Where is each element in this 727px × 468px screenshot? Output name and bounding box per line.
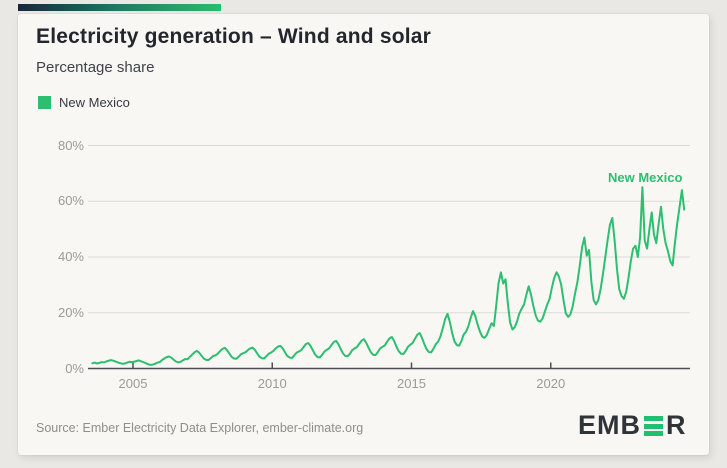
legend-label: New Mexico (59, 95, 130, 110)
page-title: Electricity generation – Wind and solar (36, 25, 432, 48)
series-line-new-mexico[interactable] (91, 186, 686, 366)
y-axis-tick-label: 80% (57, 137, 84, 153)
x-axis-tick-label: 2020 (536, 376, 566, 391)
y-axis-tick-label: 40% (57, 249, 84, 264)
y-axis-tick-label: 20% (57, 304, 84, 320)
ember-logo[interactable]: EMB R (578, 410, 687, 440)
logo-bar (644, 431, 663, 436)
logo-text-r: R (666, 410, 687, 440)
y-axis-tick-label: 60% (57, 193, 84, 209)
y-axis-tick-label: 0% (65, 360, 84, 376)
source-text: Source: Ember Electricity Data Explorer,… (36, 421, 364, 435)
x-axis-tick-label: 2010 (257, 376, 287, 391)
logo-bar (644, 416, 663, 421)
series-annotation-label: New Mexico (608, 170, 683, 185)
brand-accent-bar (18, 4, 221, 11)
logo-e-bars-icon (644, 416, 663, 436)
page-subtitle: Percentage share (36, 59, 155, 76)
legend: New Mexico (38, 95, 130, 110)
x-axis-tick-label: 2005 (118, 376, 148, 391)
chart-card (18, 14, 709, 455)
legend-swatch (38, 96, 51, 109)
logo-bar (644, 423, 663, 429)
x-axis-tick-label: 2015 (397, 376, 426, 391)
logo-text-emb: EMB (578, 410, 641, 440)
